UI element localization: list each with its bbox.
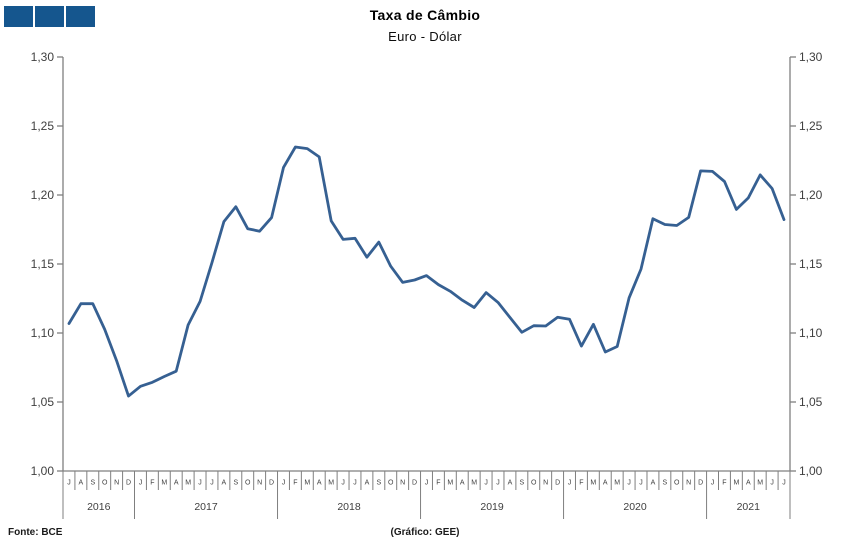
month-label: O bbox=[674, 480, 680, 487]
month-label: J bbox=[353, 480, 357, 487]
month-label: N bbox=[257, 480, 262, 487]
month-label: F bbox=[722, 480, 726, 487]
year-label: 2018 bbox=[337, 501, 361, 513]
chart-subtitle: Euro - Dólar bbox=[388, 29, 462, 44]
month-label: F bbox=[579, 480, 583, 487]
month-label: O bbox=[388, 480, 394, 487]
month-label: J bbox=[67, 480, 71, 487]
month-label: M bbox=[614, 480, 620, 487]
month-label: N bbox=[686, 480, 691, 487]
month-label: J bbox=[282, 480, 286, 487]
month-label: A bbox=[222, 480, 227, 487]
logo-square bbox=[35, 6, 64, 27]
month-label: A bbox=[317, 480, 322, 487]
y-tick-label-right: 1,05 bbox=[799, 395, 823, 409]
month-label: D bbox=[555, 480, 560, 487]
month-label: J bbox=[484, 480, 488, 487]
year-label: 2021 bbox=[737, 501, 761, 513]
month-label: M bbox=[733, 480, 739, 487]
gee-logo bbox=[4, 6, 95, 27]
month-label: O bbox=[531, 480, 537, 487]
credit-note: (Gráfico: GEE) bbox=[390, 527, 460, 538]
month-label: J bbox=[782, 480, 786, 487]
month-label: A bbox=[460, 480, 465, 487]
month-label: F bbox=[436, 480, 440, 487]
eur-usd-series-line bbox=[67, 145, 786, 398]
month-label: A bbox=[508, 480, 513, 487]
month-label: S bbox=[663, 480, 668, 487]
month-label: J bbox=[425, 480, 429, 487]
month-label: D bbox=[269, 480, 274, 487]
logo-square bbox=[4, 6, 33, 27]
month-label: M bbox=[304, 480, 310, 487]
month-label: N bbox=[543, 480, 548, 487]
y-tick-label-left: 1,20 bbox=[31, 188, 55, 202]
month-label: M bbox=[471, 480, 477, 487]
month-label: N bbox=[400, 480, 405, 487]
logo-square bbox=[66, 6, 95, 27]
month-label: D bbox=[126, 480, 131, 487]
month-label: J bbox=[568, 480, 572, 487]
month-label: A bbox=[603, 480, 608, 487]
y-tick-label-left: 1,15 bbox=[31, 257, 55, 271]
y-tick-label-right: 1,30 bbox=[799, 50, 823, 64]
y-tick-label-right: 1,00 bbox=[799, 464, 823, 478]
month-label: M bbox=[185, 480, 191, 487]
month-label: J bbox=[198, 480, 202, 487]
month-label: D bbox=[698, 480, 703, 487]
y-tick-label-left: 1,05 bbox=[31, 395, 55, 409]
chart-title: Taxa de Câmbio bbox=[369, 7, 481, 23]
month-label: O bbox=[102, 480, 108, 487]
month-label: F bbox=[150, 480, 154, 487]
month-label: F bbox=[293, 480, 297, 487]
month-label: A bbox=[79, 480, 84, 487]
month-label: M bbox=[447, 480, 453, 487]
year-label: 2017 bbox=[194, 501, 218, 513]
month-label: N bbox=[114, 480, 119, 487]
month-label: M bbox=[590, 480, 596, 487]
month-label: J bbox=[627, 480, 631, 487]
month-label: J bbox=[770, 480, 774, 487]
month-label: A bbox=[174, 480, 179, 487]
month-label: J bbox=[139, 480, 143, 487]
month-label: M bbox=[757, 480, 763, 487]
source-note: Fonte: BCE bbox=[8, 527, 63, 538]
year-label: 2016 bbox=[87, 501, 111, 513]
y-tick-label-left: 1,25 bbox=[31, 119, 55, 133]
y-tick-label-left: 1,30 bbox=[31, 50, 55, 64]
month-label: O bbox=[245, 480, 251, 487]
y-tick-label-left: 1,00 bbox=[31, 464, 55, 478]
month-label: J bbox=[711, 480, 715, 487]
month-label: S bbox=[233, 480, 238, 487]
month-label: J bbox=[639, 480, 643, 487]
year-label: 2020 bbox=[623, 501, 647, 513]
month-label: M bbox=[328, 480, 334, 487]
month-label: S bbox=[376, 480, 381, 487]
month-label: J bbox=[341, 480, 345, 487]
month-label: S bbox=[520, 480, 525, 487]
month-label: M bbox=[161, 480, 167, 487]
month-label: A bbox=[651, 480, 656, 487]
y-tick-label-right: 1,10 bbox=[799, 326, 823, 340]
year-label: 2019 bbox=[480, 501, 504, 513]
month-label: A bbox=[365, 480, 370, 487]
y-tick-label-right: 1,25 bbox=[799, 119, 823, 133]
month-label: D bbox=[412, 480, 417, 487]
y-tick-label-right: 1,20 bbox=[799, 188, 823, 202]
month-label: S bbox=[90, 480, 95, 487]
y-tick-label-left: 1,10 bbox=[31, 326, 55, 340]
month-label: J bbox=[496, 480, 500, 487]
y-tick-label-right: 1,15 bbox=[799, 257, 823, 271]
month-label: A bbox=[746, 480, 751, 487]
month-label: J bbox=[210, 480, 214, 487]
